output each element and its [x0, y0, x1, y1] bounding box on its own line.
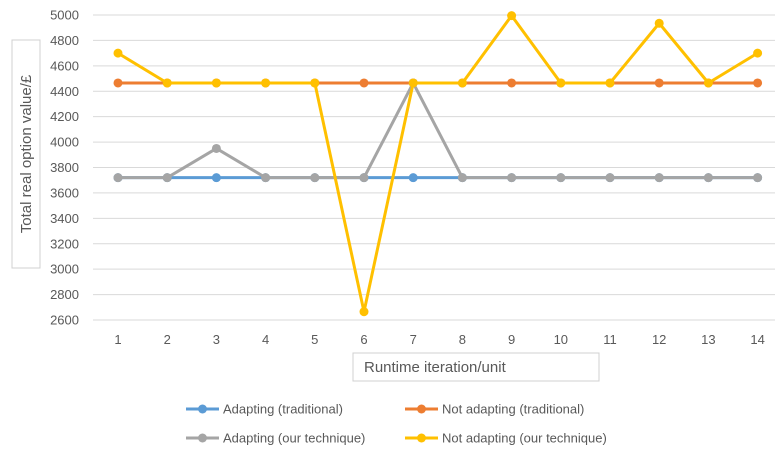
legend-label: Adapting (traditional)	[223, 402, 343, 417]
data-point	[113, 173, 123, 183]
data-point	[703, 78, 713, 88]
x-tick-label: 11	[603, 332, 617, 347]
data-point	[359, 307, 369, 317]
x-tick-label: 4	[262, 332, 269, 347]
y-tick-label: 3600	[50, 185, 79, 200]
y-tick-label: 4200	[50, 109, 79, 124]
y-axis-title: Total real option value/£	[18, 74, 35, 233]
legend-label: Adapting (our technique)	[223, 431, 365, 446]
data-point	[507, 78, 517, 88]
data-point	[211, 173, 221, 183]
data-point	[753, 173, 763, 183]
data-point	[113, 48, 123, 58]
x-tick-label: 1	[114, 332, 121, 347]
series-line	[117, 14, 759, 314]
y-tick-label: 4800	[50, 33, 79, 48]
data-point	[654, 173, 664, 183]
data-point	[457, 78, 467, 88]
x-tick-label: 7	[410, 332, 417, 347]
data-point	[261, 78, 271, 88]
series-4	[113, 11, 763, 317]
x-axis-title-box	[352, 352, 600, 382]
y-tick-label: 4600	[50, 58, 79, 73]
y-axis-title-box	[11, 39, 41, 269]
data-point	[408, 78, 418, 88]
data-point	[605, 78, 615, 88]
data-point	[507, 173, 517, 183]
x-tick-label: 12	[652, 332, 666, 347]
series-lines	[113, 11, 763, 317]
y-tick-label: 2600	[50, 313, 79, 328]
y-tick-label: 3200	[50, 236, 79, 251]
series-line	[118, 81, 758, 180]
data-point	[162, 78, 172, 88]
data-point	[753, 48, 763, 58]
data-point	[113, 78, 123, 88]
x-tick-label: 8	[459, 332, 466, 347]
legend-item: Adapting (traditional)	[186, 402, 343, 417]
legend: Adapting (traditional) Not adapting (trad…	[186, 402, 607, 446]
legend-label: Not adapting (traditional)	[442, 402, 584, 417]
data-point	[408, 173, 418, 183]
y-tick-label: 3400	[50, 211, 79, 226]
data-point	[211, 143, 221, 153]
data-point	[211, 78, 221, 88]
x-tick-label: 14	[750, 332, 764, 347]
data-point	[310, 78, 320, 88]
data-point	[654, 78, 664, 88]
x-tick-label: 13	[701, 332, 715, 347]
gridlines	[93, 14, 775, 321]
data-point	[359, 78, 369, 88]
y-tick-label: 4400	[50, 84, 79, 99]
data-point	[162, 173, 172, 183]
legend-swatch-marker	[198, 404, 207, 414]
legend-item: Not adapting (our technique)	[405, 431, 607, 446]
data-point	[359, 173, 369, 183]
x-axis-title: Runtime iteration/unit	[364, 359, 507, 376]
data-point	[654, 18, 664, 28]
legend-item: Adapting (our technique)	[186, 431, 365, 446]
y-tick-label: 5000	[50, 8, 79, 23]
legend-label: Not adapting (our technique)	[442, 431, 607, 446]
data-point	[556, 173, 566, 183]
y-tick-label: 3800	[50, 160, 79, 175]
x-axis-ticks: 1 2 3 4 5 6 7 8 9 10 11 12 13 14	[114, 332, 764, 347]
series-3	[113, 78, 763, 183]
legend-swatch-marker	[198, 433, 207, 443]
legend-swatch-marker	[417, 433, 426, 443]
data-point	[703, 173, 713, 183]
x-tick-label: 2	[164, 332, 171, 347]
y-tick-label: 2800	[50, 287, 79, 302]
y-axis-ticks: 2600 2800 3000 3200 3400 3600 3800 4000 4200 4400…	[50, 8, 79, 328]
data-point	[556, 78, 566, 88]
data-point	[261, 173, 271, 183]
data-point	[753, 78, 763, 88]
x-tick-label: 9	[508, 332, 515, 347]
data-point	[310, 173, 320, 183]
y-tick-label: 4000	[50, 135, 79, 150]
x-tick-label: 10	[554, 332, 568, 347]
legend-item: Not adapting (traditional)	[405, 402, 584, 417]
legend-swatch-marker	[417, 404, 426, 414]
data-point	[457, 173, 467, 183]
data-point	[605, 173, 615, 183]
x-tick-label: 5	[311, 332, 318, 347]
x-tick-label: 6	[360, 332, 367, 347]
data-point	[507, 11, 517, 21]
y-tick-label: 3000	[50, 262, 79, 277]
x-tick-label: 3	[213, 332, 220, 347]
